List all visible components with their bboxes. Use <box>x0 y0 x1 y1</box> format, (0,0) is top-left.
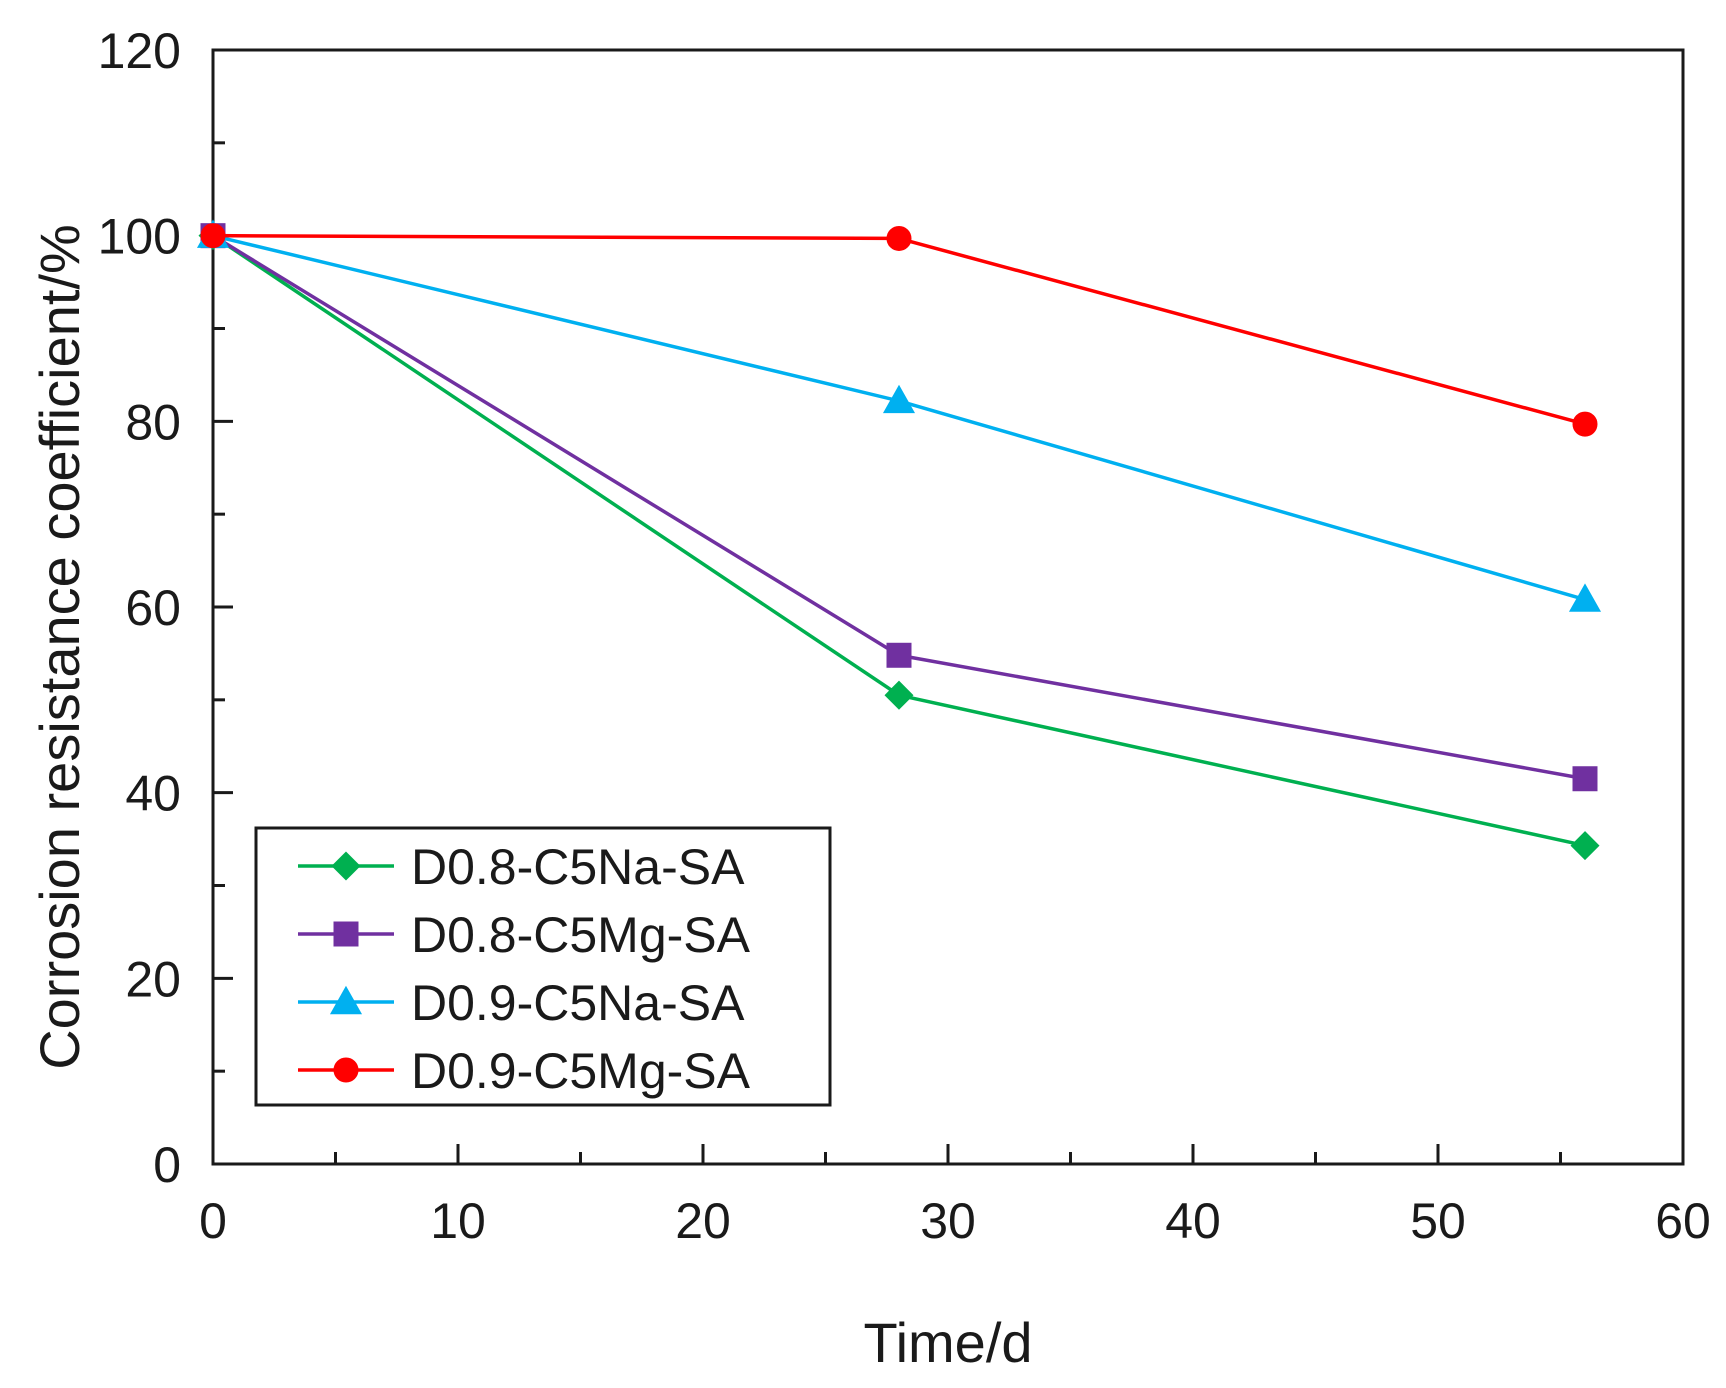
legend-label: D0.8-C5Na-SA <box>411 839 745 895</box>
legend-item: D0.9-C5Na-SA <box>298 975 745 1031</box>
x-tick-label: 0 <box>199 1193 227 1249</box>
y-tick-label: 60 <box>125 580 181 636</box>
y-tick-label: 100 <box>98 209 181 265</box>
y-tick-label: 20 <box>125 951 181 1007</box>
series-D0.8-C5Na-SA <box>198 221 1600 861</box>
y-tick-label: 0 <box>153 1137 181 1193</box>
legend-item: D0.8-C5Mg-SA <box>298 907 751 963</box>
legend-label: D0.8-C5Mg-SA <box>411 907 751 963</box>
y-axis-title: Corrosion resistance coefficient/% <box>28 224 91 1070</box>
series-line <box>212 233 1586 602</box>
data-point <box>886 642 912 668</box>
series-D0.9-C5Na-SA <box>196 219 1602 612</box>
y-tick-label: 40 <box>125 766 181 822</box>
data-point <box>1572 766 1598 792</box>
legend-marker <box>333 1057 359 1083</box>
legend-marker <box>329 985 363 1015</box>
y-tick-label: 80 <box>125 394 181 450</box>
data-point <box>1572 411 1598 437</box>
x-axis-title: Time/d <box>863 1311 1032 1374</box>
data-point <box>200 223 226 249</box>
legend-marker <box>333 921 359 947</box>
data-point <box>1570 831 1600 861</box>
legend-item: D0.8-C5Na-SA <box>298 839 745 895</box>
data-point <box>884 680 914 710</box>
x-tick-label: 30 <box>920 1193 976 1249</box>
legend-marker <box>331 851 361 881</box>
data-point <box>1568 583 1602 612</box>
data-point <box>882 384 916 414</box>
y-tick-label: 120 <box>98 23 181 79</box>
x-tick-label: 60 <box>1655 1193 1711 1249</box>
legend-label: D0.9-C5Mg-SA <box>411 1043 751 1099</box>
legend-label: D0.9-C5Na-SA <box>411 975 745 1031</box>
x-tick-label: 20 <box>675 1193 731 1249</box>
data-point <box>886 225 912 251</box>
x-tick-label: 10 <box>430 1193 486 1249</box>
x-tick-label: 50 <box>1410 1193 1466 1249</box>
legend-item: D0.9-C5Mg-SA <box>298 1043 751 1099</box>
series-D0.9-C5Mg-SA <box>200 223 1598 437</box>
x-tick-label: 40 <box>1165 1193 1221 1249</box>
